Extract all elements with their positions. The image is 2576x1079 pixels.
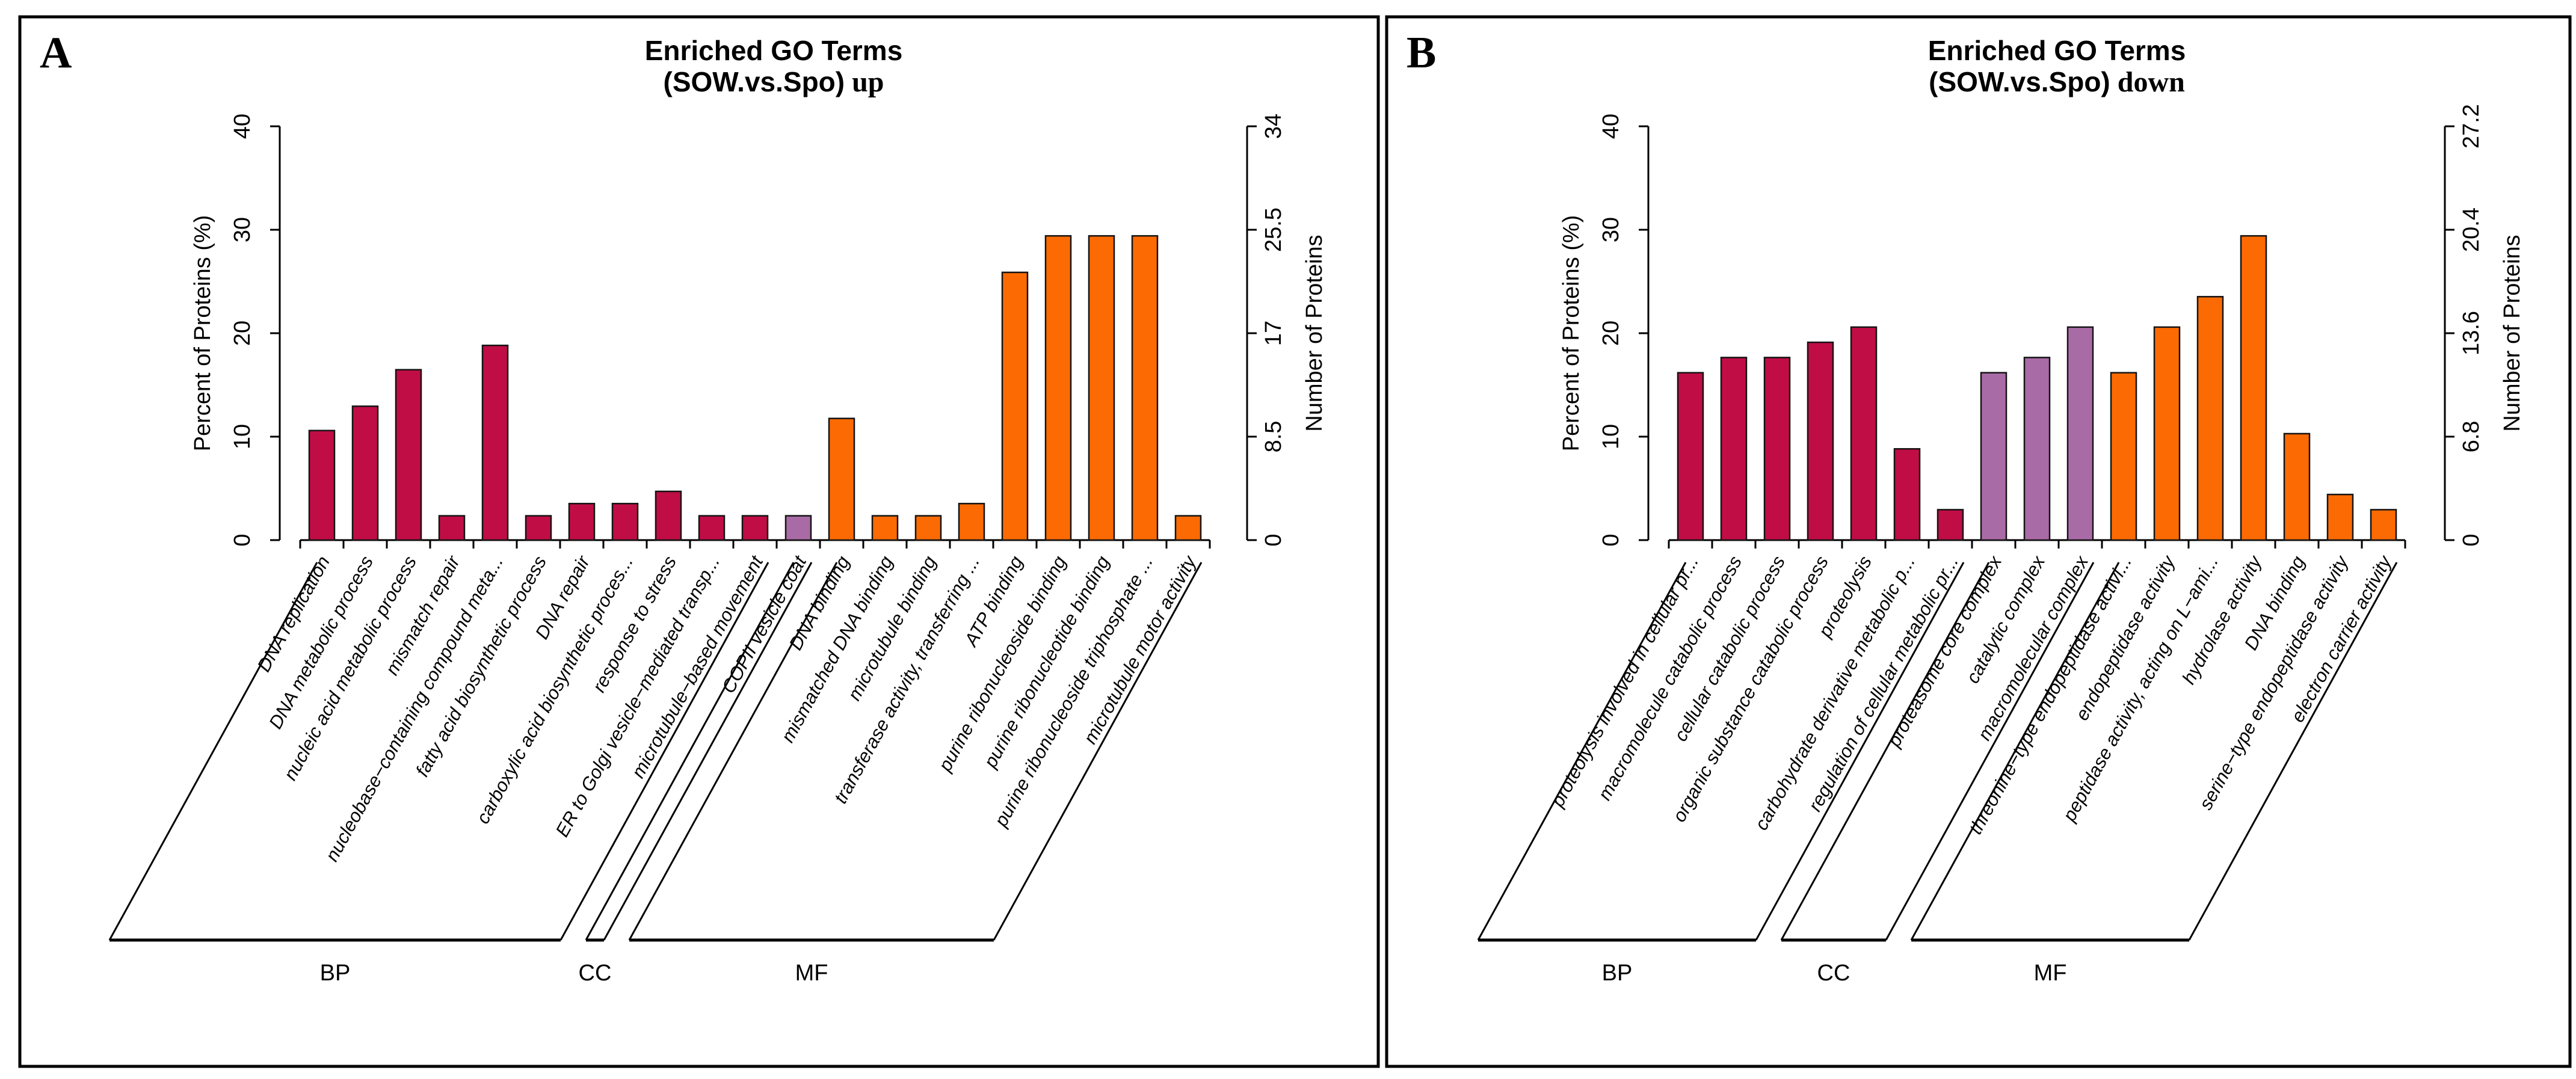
y-axis-left-tick-label: 30 xyxy=(1598,217,1624,242)
bar-MF xyxy=(1088,235,1115,541)
bar-MF xyxy=(2326,493,2354,541)
group-label-MF: MF xyxy=(2034,961,2067,986)
bar-BP xyxy=(308,429,336,541)
bar-MF xyxy=(914,515,942,541)
bar-CC xyxy=(2066,326,2094,541)
panel-letter-A: A xyxy=(40,28,72,78)
y-axis-right-tick-label: 0 xyxy=(1261,533,1286,546)
y-axis-left-tick-label: 10 xyxy=(230,424,255,449)
group-bracket-left xyxy=(585,562,795,941)
bar-MF xyxy=(1174,515,1202,541)
y-axis-right-title: Number of Proteins xyxy=(2500,235,2525,431)
bar-MF xyxy=(2240,235,2267,541)
group-bracket-right xyxy=(993,562,1203,941)
group-label-CC: CC xyxy=(1817,961,1850,986)
bar-MF xyxy=(828,417,855,541)
bar-MF xyxy=(1131,235,1159,541)
y-axis-right-title: Number of Proteins xyxy=(1302,235,1327,431)
group-bracket-left xyxy=(1910,562,2120,941)
chart-title: Enriched GO Terms xyxy=(1928,35,2186,66)
group-bracket-left xyxy=(108,562,318,941)
bar-MF xyxy=(958,503,985,541)
y-axis-left-title: Percent of Proteins (%) xyxy=(1559,215,1584,452)
bar-BP xyxy=(698,515,726,541)
group-bracket-right xyxy=(603,562,813,941)
y-axis-right-tick-label: 20.4 xyxy=(2459,208,2484,252)
bar-BP xyxy=(395,369,422,541)
chart-subtitle-suffix: down xyxy=(2118,66,2185,98)
group-bracket-right xyxy=(2188,562,2398,941)
y-axis-left-tick-label: 30 xyxy=(230,217,255,242)
bar-MF xyxy=(1044,235,1072,541)
y-axis-left-tick-label: 20 xyxy=(1598,321,1624,346)
bar-BP xyxy=(525,515,552,541)
chart-subtitle: (SOW.vs.Spo) down xyxy=(1929,66,2185,98)
y-axis-left-tick-label: 0 xyxy=(1598,533,1624,546)
y-axis-left-tick-label: 20 xyxy=(230,321,255,346)
group-bracket-right xyxy=(1755,562,1965,941)
y-axis-left-tick-label: 40 xyxy=(1598,114,1624,139)
bar-MF xyxy=(2110,372,2137,541)
bar-BP xyxy=(741,515,769,541)
chart-subtitle-suffix: up xyxy=(852,66,884,98)
bar-BP xyxy=(1763,357,1791,541)
y-axis-left-tick-label: 10 xyxy=(1598,424,1624,449)
bar-BP xyxy=(1893,448,1921,541)
bar-CC xyxy=(2023,357,2051,541)
bar-BP xyxy=(438,515,466,541)
bar-BP xyxy=(611,503,639,541)
bar-BP xyxy=(655,490,682,541)
group-bracket-left xyxy=(1477,562,1687,941)
y-axis-left-tick-label: 40 xyxy=(230,114,255,139)
group-label-MF: MF xyxy=(795,961,828,986)
y-axis-right-tick-label: 27.2 xyxy=(2459,104,2484,149)
chart-subtitle: (SOW.vs.Spo) up xyxy=(664,66,884,98)
bar-BP xyxy=(1720,357,1748,541)
bar-MF xyxy=(2153,326,2181,541)
y-axis-right-tick-label: 25.5 xyxy=(1261,208,1286,252)
bar-CC xyxy=(784,515,812,541)
bar-MF xyxy=(871,515,899,541)
bar-BP xyxy=(1850,326,1878,541)
group-bracket-right xyxy=(1885,562,2095,941)
group-label-CC: CC xyxy=(579,961,612,986)
bar-MF xyxy=(2196,296,2224,541)
group-bracket-left xyxy=(628,562,838,941)
y-axis-right-tick-label: 13.6 xyxy=(2459,311,2484,355)
panel-border-B xyxy=(1385,15,2572,1068)
bar-MF xyxy=(2370,509,2397,541)
bar-MF xyxy=(2283,432,2311,541)
bar-MF xyxy=(1001,271,1029,541)
y-axis-left-title: Percent of Proteins (%) xyxy=(190,215,215,452)
group-label-BP: BP xyxy=(320,961,351,986)
y-axis-right-tick-label: 6.8 xyxy=(2459,421,2484,453)
bar-BP xyxy=(351,405,379,541)
y-axis-right-tick-label: 0 xyxy=(2459,533,2484,546)
y-axis-left-tick-label: 0 xyxy=(230,533,255,546)
group-label-BP: BP xyxy=(1602,961,1633,986)
bar-CC xyxy=(1980,372,2007,541)
group-bracket-left xyxy=(1780,562,1990,941)
y-axis-right-tick-label: 34 xyxy=(1261,114,1286,139)
bar-BP xyxy=(568,503,596,541)
y-axis-right-tick-label: 17 xyxy=(1261,321,1286,346)
group-bracket-right xyxy=(559,562,769,941)
bar-BP xyxy=(481,345,509,541)
bar-BP xyxy=(1807,341,1834,541)
chart-title: Enriched GO Terms xyxy=(645,35,903,66)
bar-BP xyxy=(1677,372,1704,541)
y-axis-right-tick-label: 8.5 xyxy=(1261,421,1286,453)
panel-letter-B: B xyxy=(1407,28,1436,78)
bar-BP xyxy=(1937,509,1964,541)
panel-border-A xyxy=(18,15,1380,1068)
